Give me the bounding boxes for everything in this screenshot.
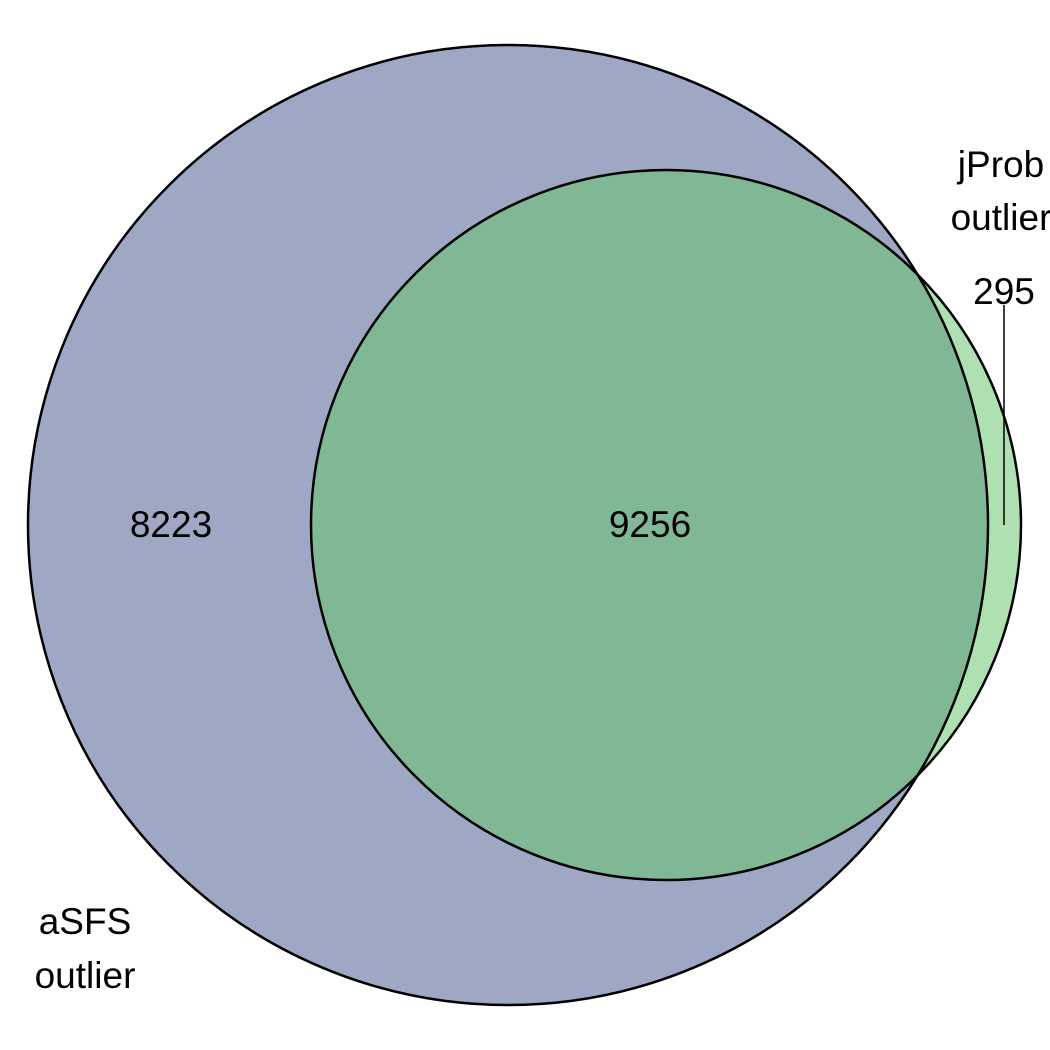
asfs-circle-outline	[26, 43, 990, 1007]
count-jprob-only: 295	[973, 271, 1035, 312]
count-intersection: 9256	[609, 504, 691, 545]
intersection-region	[311, 170, 988, 880]
set-label-asfs-line2: outlier	[35, 955, 136, 996]
set-label-jprob-line2: outlier	[951, 197, 1050, 238]
set-label-jprob-line1: jProb	[957, 144, 1044, 185]
set-label-asfs-line1: aSFS	[39, 901, 132, 942]
count-asfs-only: 8223	[130, 504, 212, 545]
jprob-circle-outline	[309, 168, 1023, 882]
